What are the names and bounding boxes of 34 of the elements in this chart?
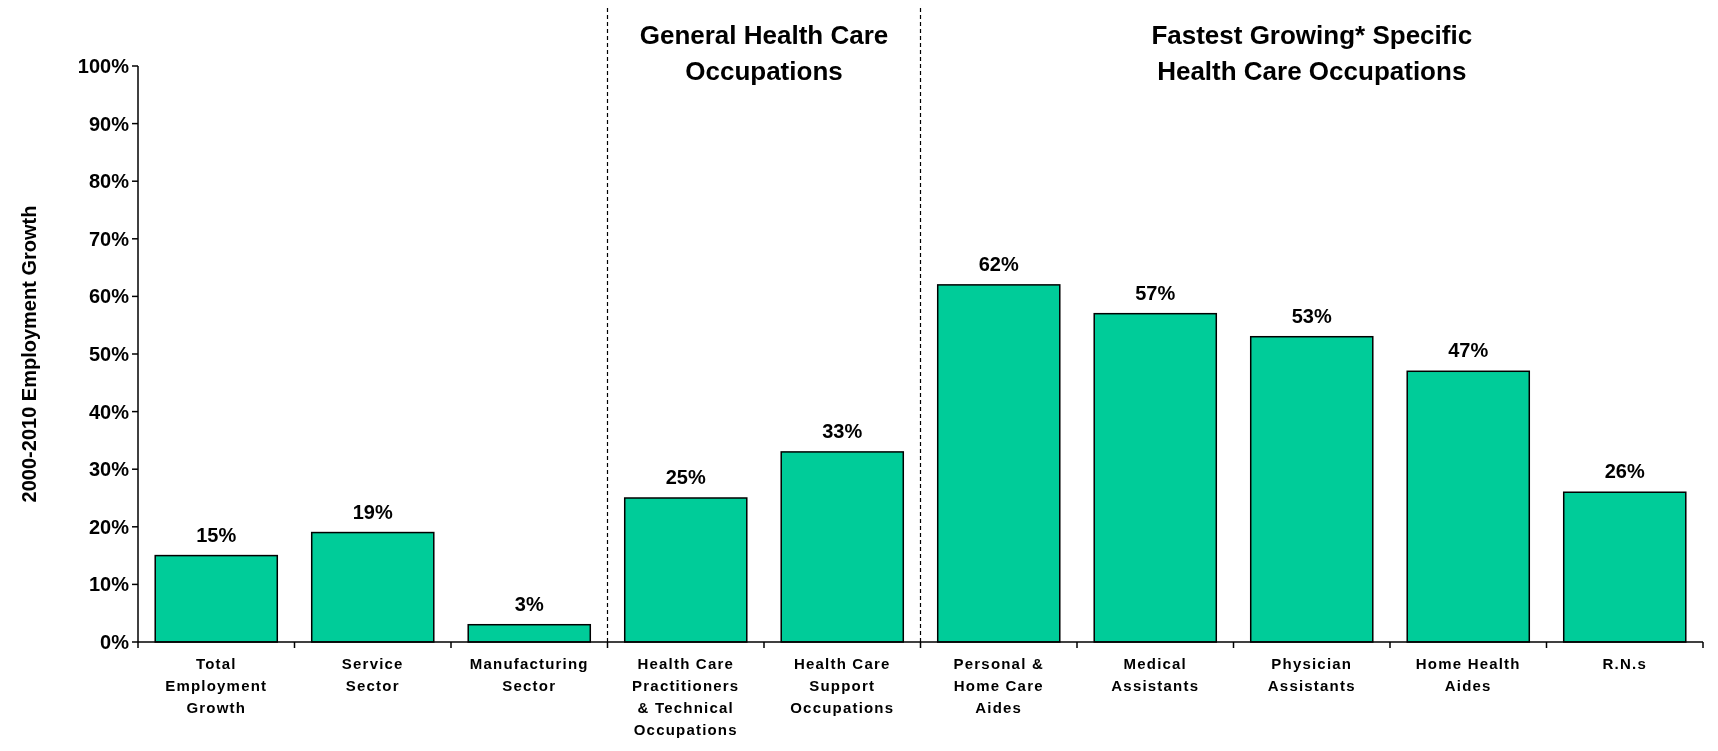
x-tick-label: Health Care Support Occupations bbox=[790, 655, 895, 716]
y-tick-label: 20% bbox=[88, 515, 130, 538]
data-label: 57% bbox=[1135, 281, 1176, 304]
annotation: General Health Care Occupations bbox=[639, 20, 889, 86]
y-tick-label: 60% bbox=[88, 285, 130, 308]
y-tick-label: 30% bbox=[88, 458, 130, 481]
data-label: 26% bbox=[1604, 460, 1645, 483]
y-tick-label: 100% bbox=[77, 55, 130, 77]
x-tick-label: Total Employment Growth bbox=[165, 655, 268, 716]
x-tick-label: Manufacturing Sector bbox=[469, 655, 589, 694]
x-tick-label: Service Sector bbox=[341, 655, 404, 694]
data-label: 47% bbox=[1448, 339, 1489, 362]
x-tick-label: Home Health Aides bbox=[1415, 655, 1521, 694]
data-label: 19% bbox=[352, 500, 393, 523]
x-tick-label: Medical Assistants bbox=[1111, 655, 1200, 694]
annotation: Fastest Growing* Specific Health Care Occupations bbox=[1151, 20, 1473, 86]
data-label: 25% bbox=[665, 466, 706, 488]
y-axis-title: 2000-2010 Employment Growth bbox=[18, 205, 40, 503]
y-tick-label: 70% bbox=[88, 227, 130, 250]
y-tick-label: 50% bbox=[88, 343, 130, 365]
y-tick-label: 80% bbox=[88, 170, 130, 193]
x-tick-label: Personal & Home Care Aides bbox=[953, 655, 1044, 716]
y-tick-label: 90% bbox=[88, 112, 130, 135]
x-tick-label: Health Care Practitioners & Technical Occupations bbox=[632, 655, 740, 738]
data-label: 53% bbox=[1291, 304, 1332, 327]
x-tick-label: Physician Assistants bbox=[1267, 655, 1356, 694]
x-tick-label: R.N.s bbox=[1602, 655, 1647, 672]
data-label: 3% bbox=[514, 592, 544, 615]
y-tick-label: 0% bbox=[100, 631, 130, 653]
y-tick-label: 40% bbox=[88, 400, 130, 423]
data-label: 33% bbox=[822, 419, 863, 442]
data-label: 15% bbox=[196, 523, 237, 546]
data-label: 62% bbox=[978, 252, 1019, 275]
y-tick-label: 10% bbox=[88, 573, 130, 596]
